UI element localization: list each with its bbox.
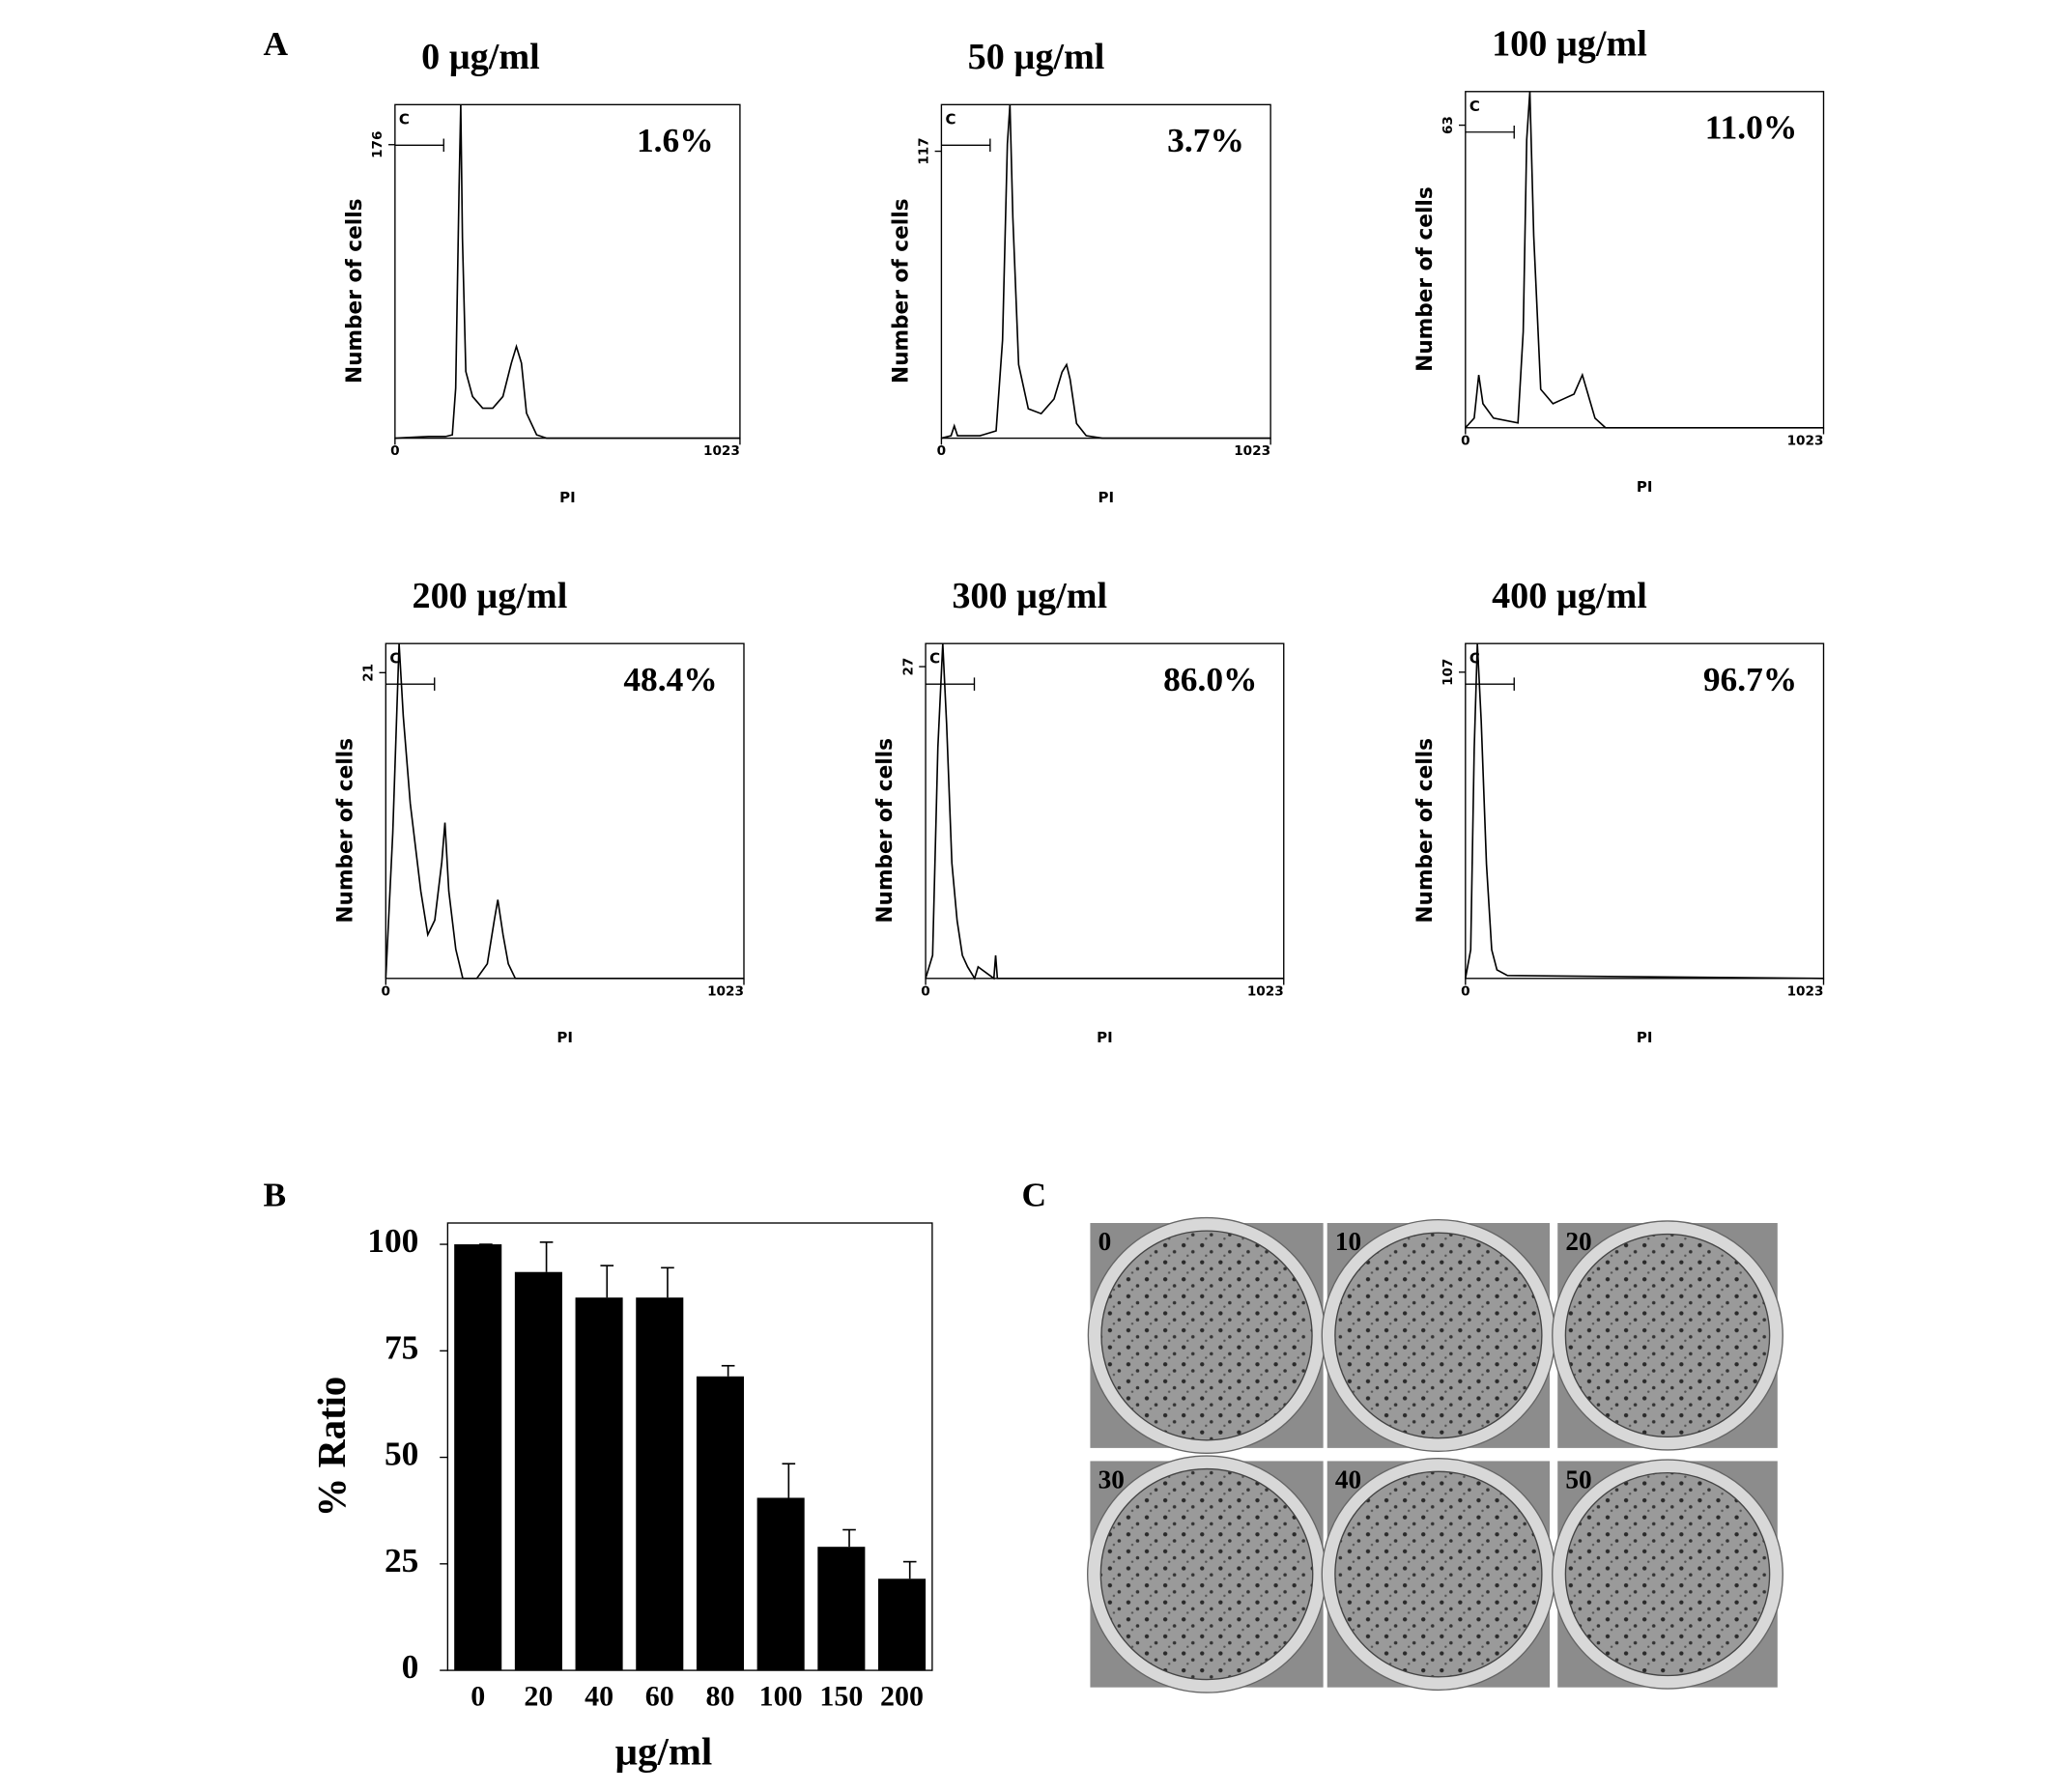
y-axis-label: Number of cells (333, 738, 357, 924)
panel-label: A (264, 25, 289, 63)
gate-label: C (1469, 649, 1480, 667)
annotation: 86.0% (1163, 661, 1257, 698)
plate-label: 20 (1565, 1227, 1591, 1256)
x-tick-label: 80 (705, 1681, 734, 1713)
gate-label: C (946, 111, 956, 128)
chart-title: 300 µg/ml (952, 576, 1107, 616)
x-tick-label: 1023 (703, 443, 740, 459)
bar (878, 1579, 927, 1671)
x-tick-label: 60 (645, 1681, 674, 1713)
plate-label: 30 (1098, 1465, 1125, 1493)
chart-title: 50 µg/ml (968, 37, 1105, 77)
bar (575, 1297, 623, 1671)
x-axis-label: PI (1097, 1029, 1113, 1046)
gate-label: C (1469, 98, 1480, 115)
gate-label: C (389, 649, 400, 667)
y-tick-label: 0 (402, 1648, 419, 1686)
y-tick-label: 63 (1441, 116, 1456, 134)
plot-frame (446, 1222, 933, 1671)
chart-title: 200 µg/ml (413, 576, 568, 616)
y-axis-label: Number of cells (889, 198, 913, 384)
x-axis-label: PI (1637, 1029, 1653, 1046)
bar (696, 1376, 744, 1671)
x-tick-label: 1023 (707, 983, 744, 999)
x-tick-label: 0 (382, 983, 390, 999)
annotation: 1.6% (637, 122, 714, 159)
y-tick-label: 25 (385, 1542, 418, 1579)
y-axis-label: Number of cells (873, 738, 898, 924)
y-tick-label: 176 (370, 131, 385, 158)
chart-title: 0 µg/ml (421, 37, 540, 77)
x-axis-label: PI (1637, 478, 1653, 496)
x-tick-label: 0 (471, 1681, 485, 1713)
bar (514, 1271, 562, 1671)
x-tick-label: 20 (524, 1681, 553, 1713)
gate-label: C (399, 111, 410, 128)
histogram-line (394, 104, 740, 440)
x-tick-label: 1023 (1234, 443, 1270, 459)
x-tick-label: 40 (585, 1681, 613, 1713)
x-tick-label: 1023 (1247, 983, 1284, 999)
x-tick-label: 0 (937, 443, 946, 459)
plate-colonies (1334, 1232, 1543, 1439)
plate-label: 10 (1335, 1227, 1361, 1256)
plate-label: 50 (1565, 1465, 1591, 1493)
x-tick-label: 0 (1461, 983, 1469, 999)
x-tick-label: 0 (1461, 433, 1469, 448)
plate-label: 40 (1335, 1465, 1361, 1493)
chart-title: 400 µg/ml (1492, 576, 1647, 616)
plate-colonies (1099, 1467, 1314, 1681)
x-axis-label: PI (1098, 489, 1114, 506)
annotation: 11.0% (1705, 109, 1797, 147)
x-axis-label: PI (556, 1029, 573, 1046)
y-tick-label: 27 (900, 658, 916, 676)
y-tick-label: 100 (367, 1222, 418, 1260)
bar (636, 1297, 684, 1671)
plate-colonies (1564, 1471, 1771, 1677)
y-axis-label: Number of cells (1413, 186, 1438, 372)
x-tick-label: 0 (390, 443, 399, 459)
x-tick-label: 1023 (1787, 433, 1824, 448)
panel-label: C (1022, 1176, 1047, 1213)
annotation: 96.7% (1703, 661, 1797, 698)
y-tick-label: 50 (385, 1436, 418, 1473)
bar (454, 1244, 502, 1671)
y-tick-label: 21 (361, 664, 377, 682)
gate-label: C (929, 649, 940, 667)
histogram-line (925, 643, 1284, 981)
annotation: 48.4% (623, 661, 717, 698)
panel-label: B (264, 1176, 287, 1213)
x-axis-label: PI (559, 489, 576, 506)
plate-colonies (1100, 1230, 1313, 1441)
plate-label: 0 (1098, 1227, 1112, 1256)
histogram-line (1465, 91, 1824, 429)
x-tick-label: 1023 (1787, 983, 1824, 999)
y-tick-label: 107 (1441, 659, 1456, 686)
bar (756, 1497, 805, 1671)
x-axis-label: µg/ml (614, 1730, 712, 1774)
bar (817, 1547, 866, 1671)
annotation: 3.7% (1167, 122, 1244, 159)
x-tick-label: 0 (921, 983, 929, 999)
x-tick-label: 150 (819, 1681, 863, 1713)
y-tick-label: 117 (917, 137, 932, 164)
y-tick-label: 75 (385, 1328, 418, 1366)
histogram-line (1465, 643, 1824, 980)
plot-frame (1465, 642, 1825, 980)
plate-colonies (1334, 1470, 1543, 1678)
x-tick-label: 200 (880, 1681, 924, 1713)
chart-title: 100 µg/ml (1492, 24, 1647, 65)
x-tick-label: 100 (759, 1681, 803, 1713)
y-axis-label: Number of cells (1413, 738, 1438, 924)
histogram-line (385, 643, 744, 980)
histogram-line (941, 104, 1271, 440)
y-axis-label: % Ratio (310, 1377, 354, 1518)
y-axis-label: Number of cells (343, 198, 367, 384)
plate-colonies (1564, 1233, 1771, 1438)
